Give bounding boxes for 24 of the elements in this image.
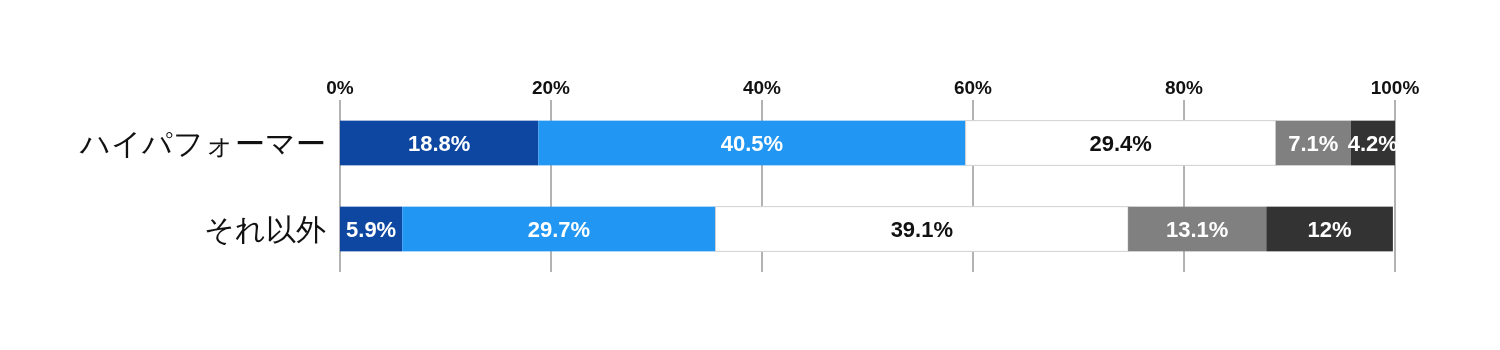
y-tick-label: ハイパフォーマー (79, 127, 326, 160)
bar (715, 206, 1129, 252)
x-tick-label: 20% (531, 77, 571, 98)
data-label: 7.1% (1288, 131, 1339, 156)
x-tick-label: 80% (1164, 77, 1204, 98)
x-tick-label: 60% (953, 77, 993, 98)
bar (1266, 206, 1393, 252)
y-tick-label: それ以外 (204, 213, 326, 246)
bar (340, 120, 539, 166)
data-label: 13.1% (1165, 217, 1229, 242)
data-label: 39.1% (890, 217, 954, 242)
bar (965, 120, 1277, 166)
bar (538, 120, 966, 166)
data-label: 29.4% (1089, 131, 1152, 156)
data-label: 12% (1307, 217, 1352, 242)
data-label: 5.9% (346, 217, 397, 242)
x-tick-label: 0% (326, 77, 354, 98)
data-label: 29.7% (527, 217, 591, 242)
data-label: 40.5% (720, 131, 784, 156)
x-tick-label: 100% (1370, 77, 1420, 98)
bar (1128, 206, 1267, 252)
data-label: 18.8% (407, 131, 471, 156)
x-tick-label: 40% (742, 77, 782, 98)
bar (402, 206, 716, 252)
